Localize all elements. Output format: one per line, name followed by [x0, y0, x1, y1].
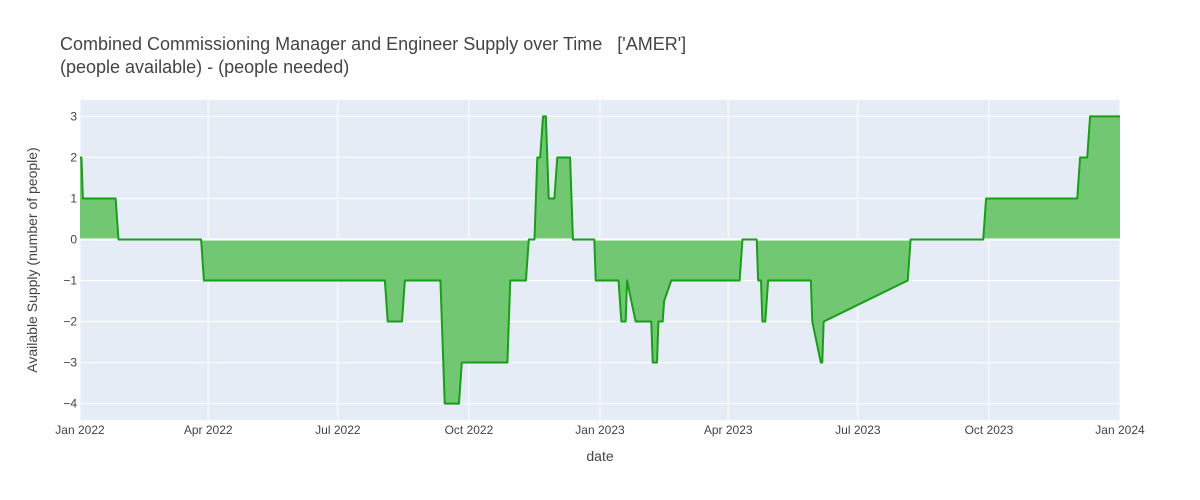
y-tick-labels: 3 2 1 0 −1 −2 −3 −4	[63, 109, 77, 410]
x-tick-label: Jul 2023	[835, 423, 881, 437]
y-tick-label: 0	[70, 232, 77, 246]
y-tick-label: 1	[70, 191, 77, 205]
supply-line	[80, 115, 1120, 405]
supply-area-fill	[80, 116, 1120, 404]
x-tick-label: Apr 2023	[704, 423, 753, 437]
x-tick-label: Jan 2023	[575, 423, 625, 437]
x-tick-label: Jan 2024	[1095, 423, 1145, 437]
x-tick-label: Jan 2022	[55, 423, 105, 437]
y-tick-label: −1	[63, 274, 77, 288]
x-axis-title: date	[586, 448, 613, 464]
y-tick-label: −2	[63, 315, 77, 329]
y-tick-label: 3	[70, 109, 77, 123]
y-tick-label: −3	[63, 356, 77, 370]
chart-subtitle: (people available) - (people needed)	[60, 57, 349, 77]
x-tick-labels: Jan 2022 Apr 2022 Jul 2022 Oct 2022 Jan 2023…	[55, 423, 1145, 437]
y-axis-title: Available Supply (number of people)	[24, 147, 40, 372]
y-tick-label: −4	[63, 397, 77, 411]
y-tick-label: 2	[70, 150, 77, 164]
x-tick-label: Oct 2023	[965, 423, 1014, 437]
x-tick-label: Oct 2022	[445, 423, 494, 437]
x-tick-label: Apr 2022	[184, 423, 233, 437]
y-gridlines	[80, 115, 1120, 405]
chart-title: Combined Commissioning Manager and Engin…	[60, 34, 686, 54]
x-tick-label: Jul 2022	[315, 423, 361, 437]
